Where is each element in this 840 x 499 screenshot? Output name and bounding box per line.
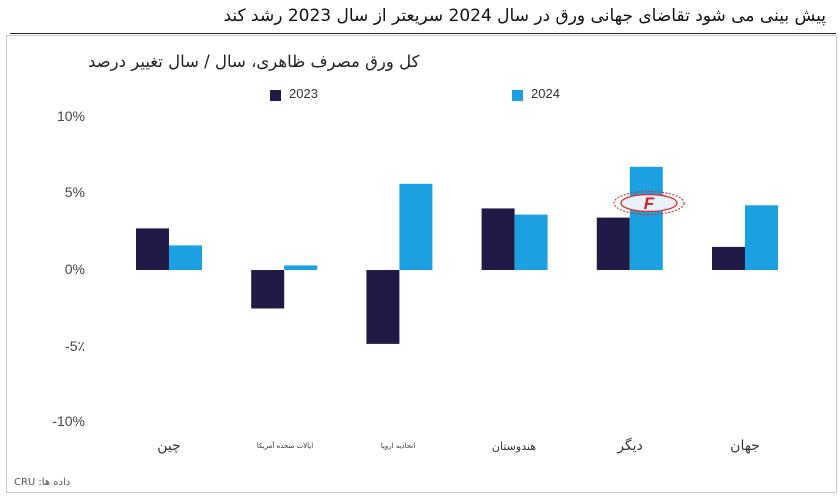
category-label: اتحادیه اروپا [380,442,416,450]
watermark-letter: F [644,194,655,213]
legend-swatch-2024 [512,90,523,101]
bar-2024-0 [169,245,202,270]
y-tick-label: 0% [64,261,85,277]
chart-title: کل ورق مصرف ظاهری، سال / سال تغییر درصد [88,52,420,71]
category-label: جهان [730,438,760,454]
header-divider [10,33,836,34]
bar-2024-4 [629,166,663,270]
category-label: چین [157,438,181,454]
chart-frame [6,35,837,493]
bar-2023-5 [712,246,745,270]
headline: پیش بینی می شود تقاضای جهانی ورق در سال … [223,6,827,26]
bar-2023-3 [481,208,515,270]
source-note: داده ها: CRU [14,477,71,488]
bar-2023-0 [136,228,169,270]
bar-2024-3 [514,214,548,270]
y-tick-label: 5% [64,184,85,200]
bar-2024-5 [745,205,778,270]
bar-2023-4 [596,217,630,270]
legend-label-2023: 2023 [289,86,318,101]
bar-2024-2 [399,183,433,270]
category-label: هندوستان [491,440,537,453]
bar-2024-1 [284,265,318,270]
category-label: دیگر [617,438,643,454]
y-tick-label: -10% [52,413,85,429]
y-tick-label: 10% [56,108,85,124]
category-label: ایالات متحده آمریکا [256,442,314,450]
y-tick-label: -5٪ [65,338,85,354]
legend-label-2024: 2024 [531,86,560,101]
bar-2023-2 [366,270,400,344]
legend-swatch-2023 [270,90,281,101]
watermark-logo: F [613,190,685,216]
bar-2023-1 [251,270,285,309]
